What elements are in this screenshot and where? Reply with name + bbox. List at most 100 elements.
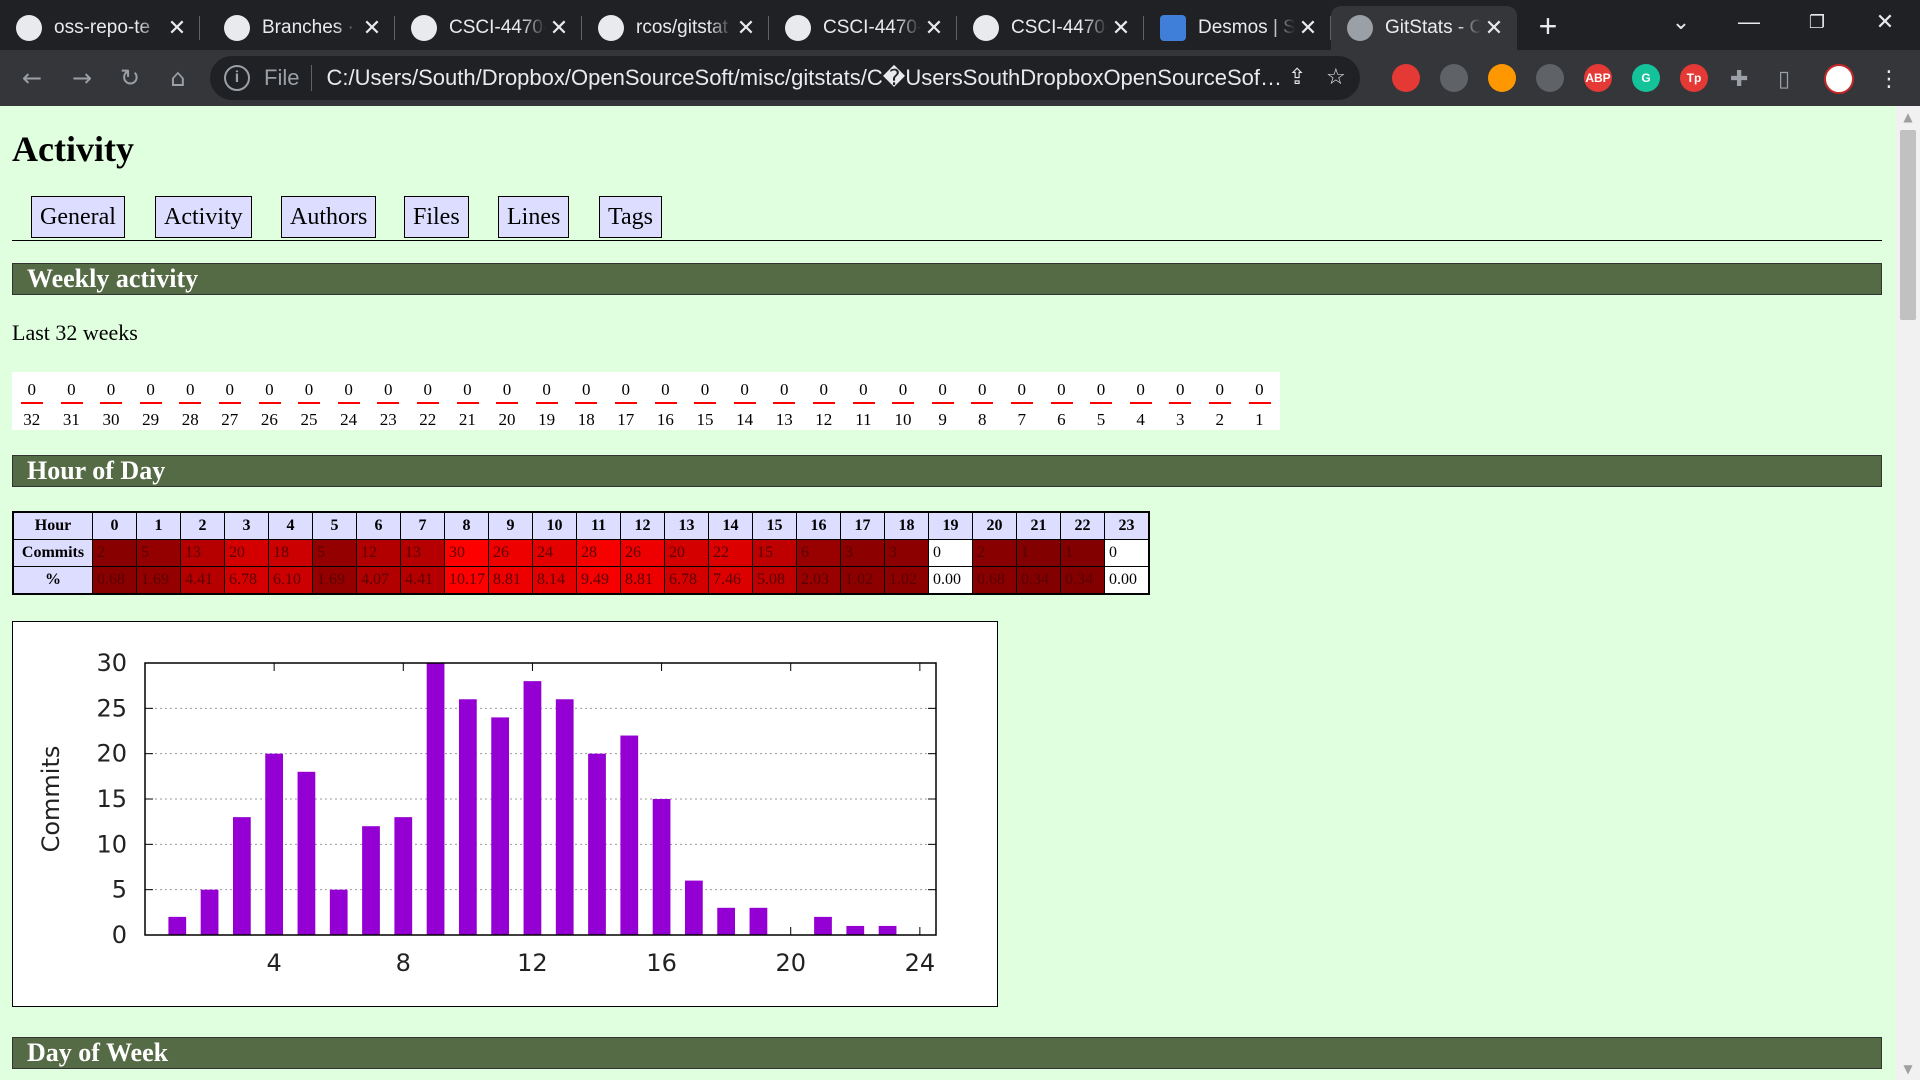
week-bar: [1209, 402, 1231, 404]
tp-extension-icon[interactable]: Tp: [1680, 64, 1708, 92]
week-label: 14: [736, 410, 754, 429]
chart-bar: [620, 735, 639, 935]
close-window-icon[interactable]: ✕: [1875, 9, 1895, 34]
new-tab-button[interactable]: +: [1538, 8, 1558, 44]
chart-bar: [491, 717, 510, 935]
extensions-puzzle-icon[interactable]: ✚: [1730, 67, 1749, 92]
scroll-up-icon[interactable]: ▲: [1903, 110, 1913, 124]
hour-percent-cell: 5.08: [752, 566, 797, 595]
profile-avatar[interactable]: [1824, 64, 1854, 94]
browser-tab[interactable]: Branches · t ✕: [208, 6, 395, 50]
hour-header: 8: [444, 511, 489, 540]
stop-extension-icon[interactable]: [1392, 64, 1420, 92]
week-label: 2: [1215, 410, 1225, 429]
browser-tab[interactable]: oss-repo-te ✕: [0, 6, 200, 50]
week-bar: [258, 402, 281, 404]
week-value: 0: [1215, 380, 1225, 399]
hour-of-day-chart: 0 5 10 15 20 25 30 4 8 12 16 20 24 Commits: [12, 621, 998, 1007]
chevron-down-icon[interactable]: ⌄: [1671, 9, 1691, 34]
hour-percent-cell: 2.03: [796, 566, 841, 595]
close-tab-icon[interactable]: ✕: [924, 15, 944, 40]
close-tab-icon[interactable]: ✕: [362, 15, 382, 40]
week-value: 0: [859, 380, 868, 399]
week-label: 8: [977, 410, 987, 429]
week-value: 0: [344, 380, 353, 399]
orange-extension-icon[interactable]: [1488, 64, 1516, 92]
browser-tab[interactable]: Desmos | Sc ✕: [1144, 6, 1331, 50]
browser-tab[interactable]: GitStats - C ✕: [1331, 6, 1517, 50]
hour-header: 3: [224, 511, 269, 540]
nav-tags[interactable]: Tags: [599, 196, 662, 238]
week-label: 13: [775, 410, 793, 429]
nav-authors[interactable]: Authors: [281, 196, 377, 238]
browser-tab[interactable]: CSCI-4470- ✕: [395, 6, 582, 50]
week-label: 22: [419, 410, 437, 429]
hour-header: 14: [708, 511, 753, 540]
address-bar[interactable]: i File C:/Users/South/Dropbox/OpenSource…: [210, 56, 1360, 100]
scrollbar-thumb[interactable]: [1900, 130, 1916, 320]
browser-tab[interactable]: rcos/gitstat ✕: [582, 6, 769, 50]
week-bar: [21, 402, 43, 404]
scrollbar[interactable]: ▲ ▼: [1896, 106, 1920, 1080]
dark-reader-icon[interactable]: [1536, 64, 1564, 92]
address-url[interactable]: C:/Users/South/Dropbox/OpenSourceSoft/mi…: [326, 65, 1287, 90]
browser-tab[interactable]: CSCI-4470- ✕: [957, 6, 1144, 50]
weekly-caption: Last 32 weeks: [12, 320, 138, 345]
close-tab-icon[interactable]: ✕: [167, 15, 187, 40]
browser-tab[interactable]: CSCI-4470- ✕: [769, 6, 957, 50]
week-label: 4: [1136, 410, 1145, 429]
close-tab-icon[interactable]: ✕: [1298, 15, 1318, 40]
x-tick-label: 12: [517, 949, 548, 977]
info-icon[interactable]: i: [224, 65, 250, 91]
grammarly-icon[interactable]: G: [1632, 64, 1660, 92]
y-axis-label: Commits: [37, 746, 65, 853]
share-icon[interactable]: ⇪: [1288, 65, 1307, 90]
week-bar: [1248, 402, 1271, 404]
week-value: 0: [423, 380, 433, 399]
bookmark-star-icon[interactable]: ☆: [1326, 65, 1346, 90]
graph-extension-icon[interactable]: [1440, 64, 1468, 92]
hour-header: 23: [1104, 511, 1150, 540]
hour-percent-cell: 1.69: [312, 566, 357, 595]
weekly-activity-strip: 0 32 0 31 0 30 0 29 0 28 0 27 0 26 0 25 0 24 0 23 0 22 0 21 0 20 0…: [12, 372, 1280, 430]
chart-bar: [846, 925, 865, 935]
hour-header: 4: [268, 511, 313, 540]
nav-files[interactable]: Files: [404, 196, 469, 238]
adblock-icon[interactable]: ABP: [1584, 64, 1612, 92]
hour-header: 12: [620, 511, 665, 540]
hour-percent-cell: 6.10: [268, 566, 313, 595]
forward-icon[interactable]: →: [71, 64, 93, 92]
x-tick-label: 20: [775, 949, 806, 977]
restore-icon[interactable]: ❐: [1808, 12, 1826, 32]
close-tab-icon[interactable]: ✕: [1484, 15, 1504, 40]
minimize-icon[interactable]: —: [1738, 9, 1760, 34]
nav-activity[interactable]: Activity: [155, 196, 252, 238]
close-tab-icon[interactable]: ✕: [736, 15, 756, 40]
week-label: 3: [1175, 410, 1185, 429]
side-panel-icon[interactable]: ▯: [1778, 67, 1791, 92]
scroll-down-icon[interactable]: ▼: [1903, 1062, 1913, 1076]
close-tab-icon[interactable]: ✕: [549, 15, 569, 40]
week-bar: [575, 402, 598, 404]
week-label: 16: [656, 410, 674, 429]
nav-general[interactable]: General: [31, 196, 125, 238]
home-icon[interactable]: ⌂: [170, 64, 186, 92]
hour-percent-cell: 8.14: [532, 566, 577, 595]
menu-icon[interactable]: ⋮: [1878, 67, 1900, 92]
hour-header: 19: [928, 511, 973, 540]
hour-commits-cell: 1: [1016, 539, 1061, 567]
reload-icon[interactable]: ↻: [119, 64, 141, 92]
back-icon[interactable]: ←: [21, 64, 43, 92]
nav-lines[interactable]: Lines: [498, 196, 570, 238]
week-bar: [773, 402, 796, 404]
close-tab-icon[interactable]: ✕: [1111, 15, 1131, 40]
hour-percent-cell: 1.69: [136, 566, 181, 595]
percent-row: % 0.68 1.69 4.41 6.78 6.10 1.69 4.07 4.41 10.17 8.…: [12, 566, 1150, 595]
hour-header: 13: [664, 511, 709, 540]
hour-commits-cell: 0: [928, 539, 973, 567]
hour-commits-cell: 24: [532, 539, 577, 567]
week-label: 28: [181, 410, 199, 429]
week-bar: [60, 402, 83, 404]
hour-commits-cell: 15: [752, 539, 797, 567]
hour-commits-cell: 5: [312, 539, 357, 567]
